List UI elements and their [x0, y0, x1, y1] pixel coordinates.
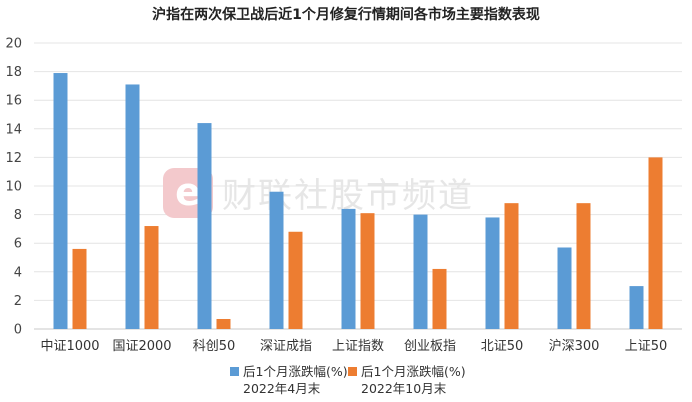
- legend: 后1个月涨跌幅(%) 2022年4月末 后1个月涨跌幅(%) 2022年10月末: [230, 364, 466, 396]
- bar-oct-6: [504, 203, 519, 329]
- y-tick-label: 14: [5, 122, 22, 137]
- bar-oct-2: [216, 318, 231, 329]
- y-tick-label: 10: [5, 180, 22, 195]
- x-tick-label: 沪深300: [549, 338, 600, 354]
- bar-oct-1: [144, 226, 159, 329]
- gridlines: [34, 42, 682, 330]
- bars: [53, 73, 663, 329]
- bar-apr-8: [629, 286, 644, 329]
- bar-apr-4: [341, 208, 356, 329]
- y-tick-label: 0: [14, 323, 22, 338]
- y-tick-label: 8: [14, 208, 22, 223]
- bar-oct-8: [648, 157, 663, 329]
- y-tick-label: 16: [5, 94, 22, 109]
- y-tick-label: 20: [5, 37, 22, 52]
- y-axis: 0 2 4 6 8 10 12 14 16 18 20: [5, 37, 22, 338]
- bar-oct-5: [432, 268, 447, 329]
- bar-apr-3: [269, 191, 284, 329]
- y-tick-label: 4: [14, 265, 22, 280]
- chart-title: 沪指在两次保卫战后近1个月修复行情期间各市场主要指数表现: [152, 6, 540, 23]
- bar-apr-0: [53, 73, 68, 329]
- bar-apr-7: [557, 247, 572, 329]
- y-tick-label: 2: [14, 294, 22, 309]
- x-tick-label: 科创50: [193, 339, 236, 354]
- bar-oct-3: [288, 231, 303, 329]
- x-tick-label: 中证1000: [40, 339, 99, 354]
- y-tick-label: 18: [5, 65, 22, 80]
- legend-swatch-1: [348, 367, 357, 376]
- legend-sublabel-0: 2022年4月末: [243, 381, 321, 396]
- x-tick-label: 国证2000: [112, 339, 171, 354]
- bar-oct-7: [576, 203, 591, 329]
- legend-label-0: 后1个月涨跌幅(%): [243, 364, 348, 379]
- bar-apr-5: [413, 214, 428, 329]
- watermark-logo-letter: e: [175, 170, 201, 214]
- x-tick-label: 创业板指: [404, 339, 456, 354]
- legend-swatch-0: [230, 367, 239, 376]
- bar-apr-2: [197, 123, 212, 329]
- legend-label-1: 后1个月涨跌幅(%): [361, 364, 466, 379]
- bar-apr-6: [485, 217, 500, 329]
- x-tick-label: 上证指数: [332, 339, 384, 354]
- x-tick-label: 深证成指: [260, 339, 312, 354]
- x-axis: 中证1000 国证2000 科创50 深证成指 上证指数 创业板指 北证50 沪深300 上证5…: [40, 338, 667, 354]
- bar-oct-4: [360, 213, 375, 329]
- bar-oct-0: [72, 248, 87, 329]
- bar-apr-1: [125, 84, 140, 329]
- legend-sublabel-1: 2022年10月末: [361, 381, 447, 396]
- y-tick-label: 12: [5, 151, 22, 166]
- y-tick-label: 6: [14, 237, 22, 252]
- x-tick-label: 北证50: [481, 339, 524, 354]
- x-tick-label: 上证50: [625, 339, 668, 354]
